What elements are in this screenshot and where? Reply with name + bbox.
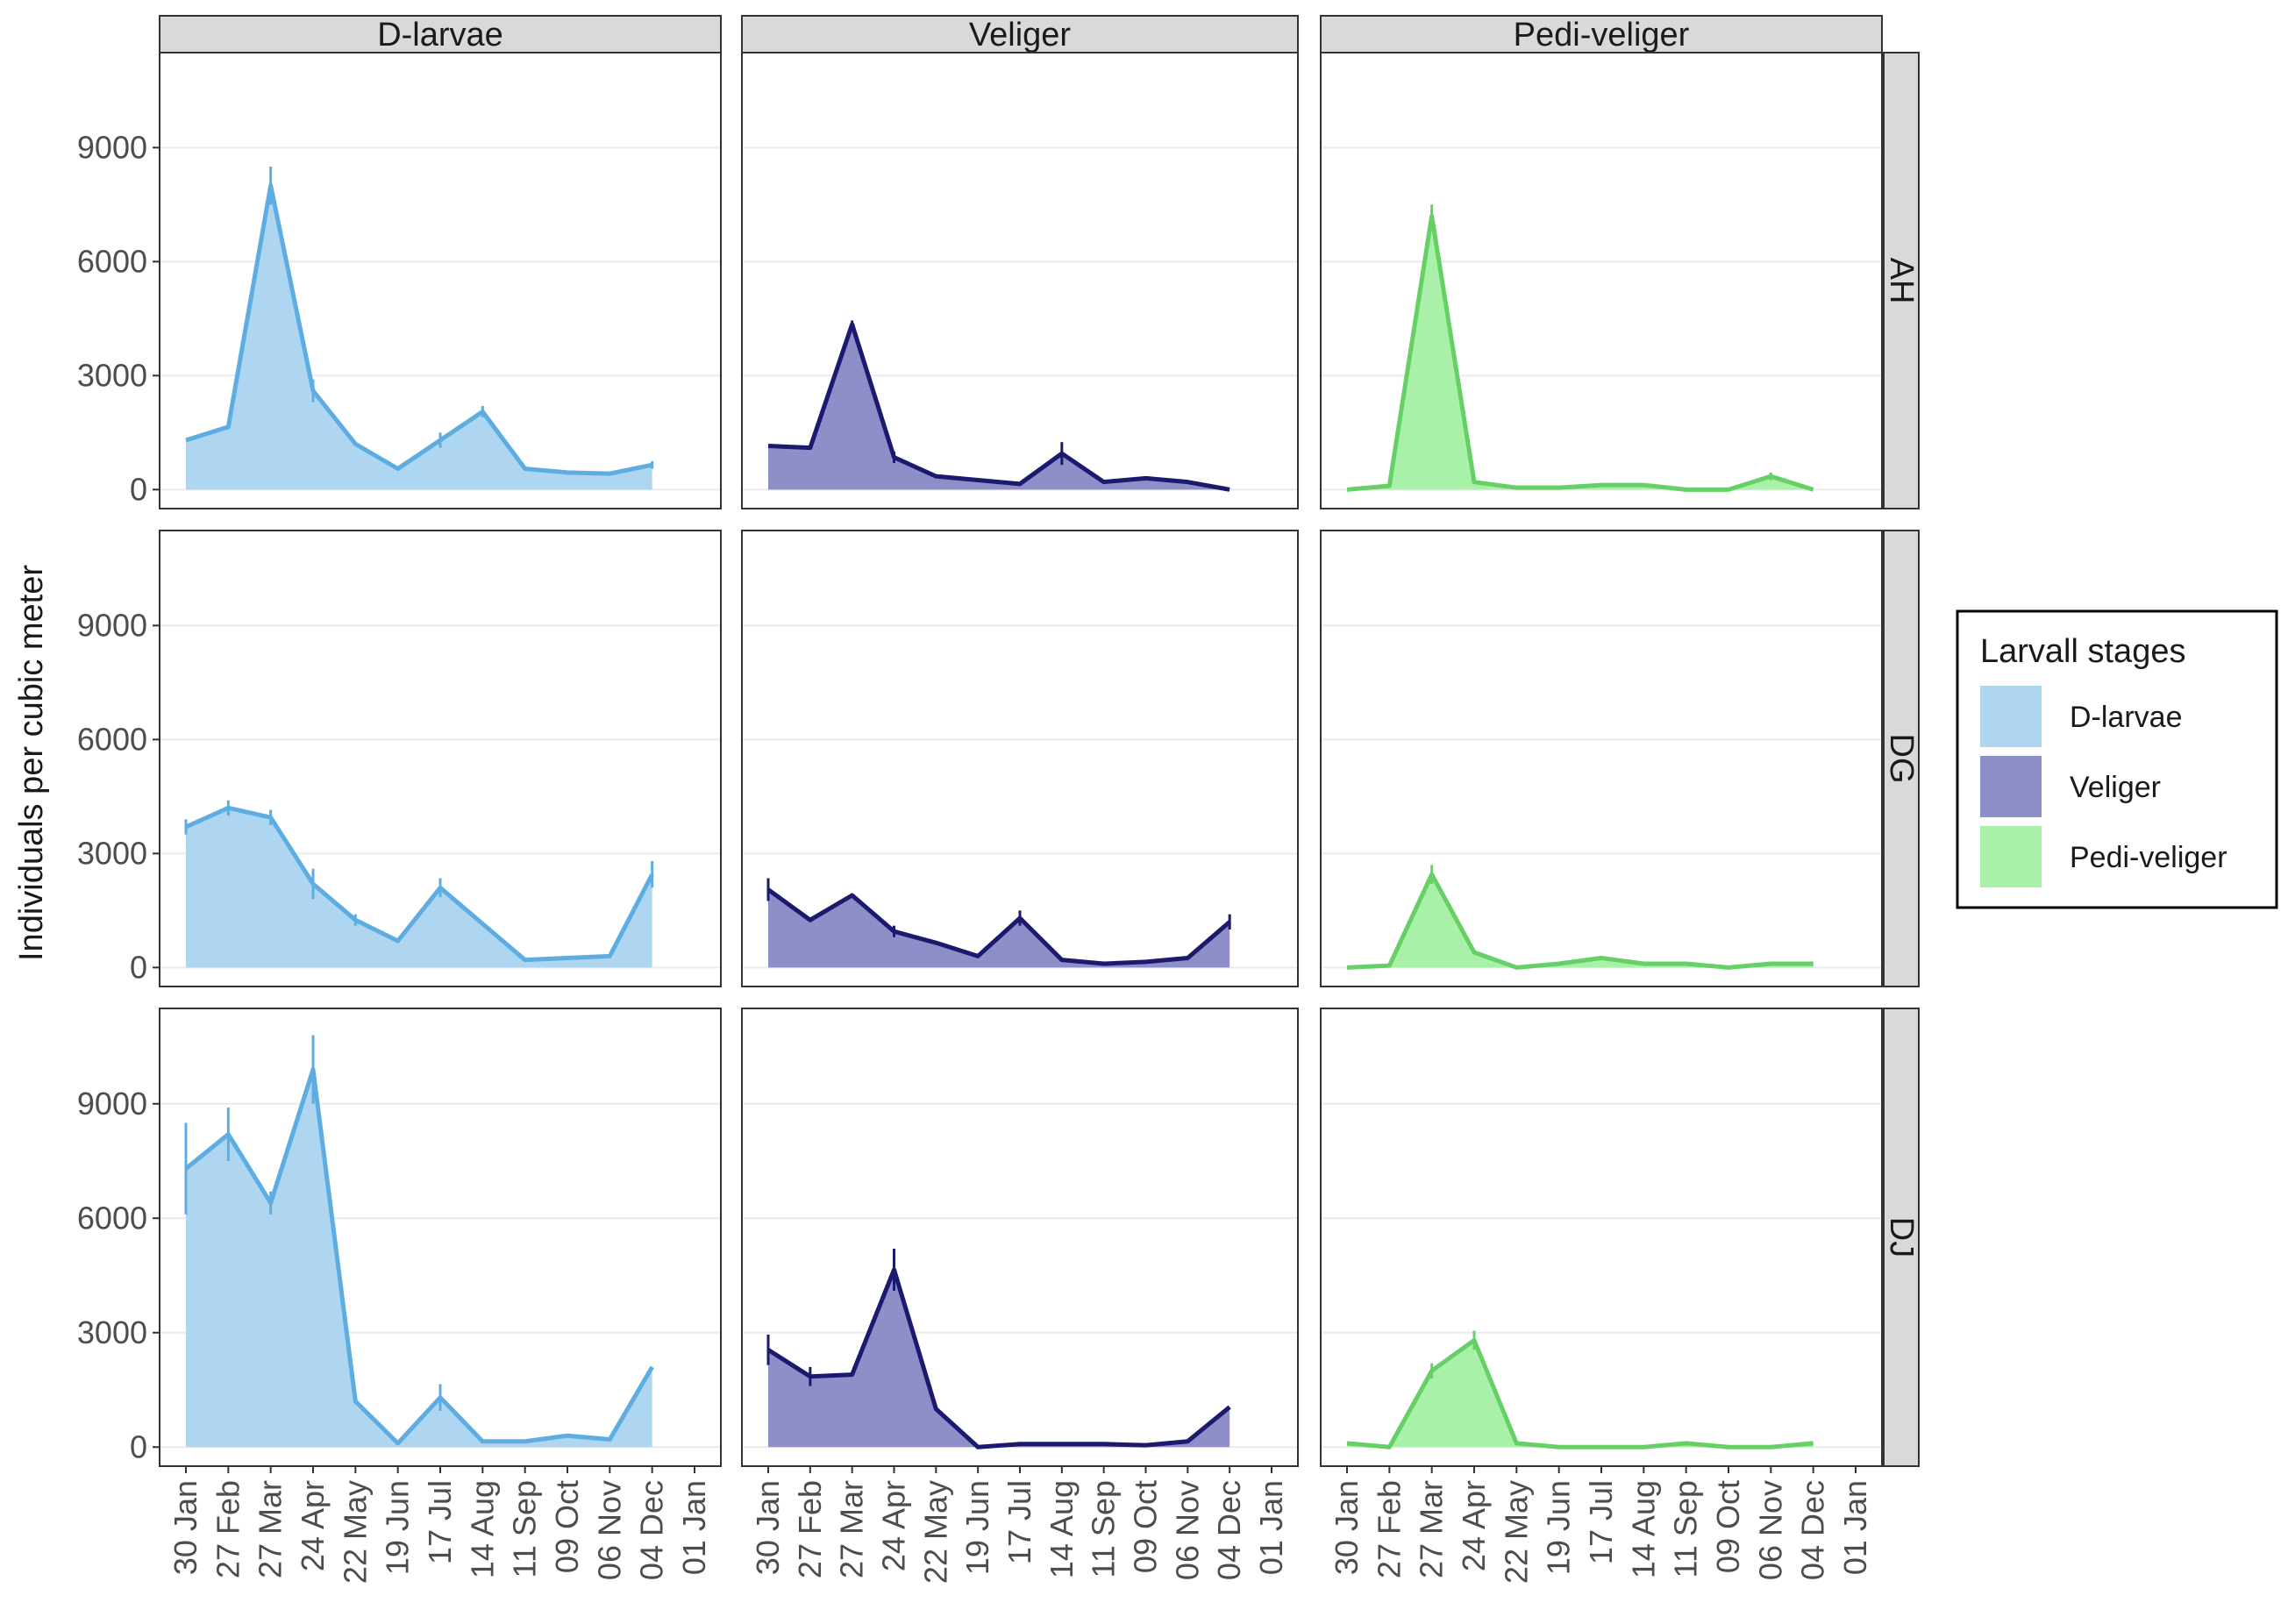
x-tick-label: 24 Apr <box>1456 1480 1492 1571</box>
line-pedi-veliger <box>1346 872 1814 970</box>
x-tick-label: 27 Mar <box>1414 1480 1450 1578</box>
x-tick-label: 27 Feb <box>792 1480 828 1578</box>
area-d-larvae <box>186 808 652 968</box>
y-tick-label: 3000 <box>77 1314 147 1350</box>
x-tick-label: 27 Mar <box>834 1480 870 1578</box>
legend-label: D-larvae <box>2070 701 2182 734</box>
x-tick-label: 22 May <box>1498 1480 1534 1584</box>
legend-swatch-veliger <box>1980 756 2042 817</box>
y-tick-label: 6000 <box>77 721 147 757</box>
x-tick-label: 19 Jun <box>380 1480 416 1575</box>
x-tick-label: 17 Jul <box>422 1480 458 1564</box>
facet-strip-ah <box>1883 52 1920 509</box>
line-d-larvae <box>184 1067 654 1446</box>
line-veliger <box>766 887 1231 966</box>
x-tick-label: 27 Feb <box>210 1480 246 1578</box>
area-veliger <box>768 324 1230 490</box>
panel-border <box>741 530 1299 987</box>
y-tick-label: 0 <box>130 471 147 507</box>
panel-border <box>741 52 1299 509</box>
x-tick-label: 09 Oct <box>1710 1480 1746 1573</box>
area-d-larvae <box>186 1069 652 1448</box>
y-tick-label: 0 <box>130 949 147 985</box>
legend-label: Veliger <box>2070 771 2161 804</box>
x-tick-label: 24 Apr <box>295 1480 331 1571</box>
x-tick-label: 06 Nov <box>591 1480 627 1580</box>
line-veliger <box>767 322 1230 492</box>
line-pedi-veliger <box>1346 213 1814 492</box>
y-tick-label: 6000 <box>77 243 147 279</box>
panel-border <box>1320 530 1883 987</box>
x-tick-label: 04 Dec <box>634 1480 670 1580</box>
legend-swatch-pedi-veliger <box>1980 826 2042 887</box>
y-tick-label: 9000 <box>77 129 147 165</box>
facet-strip-dj <box>1883 1008 1920 1467</box>
area-pedi-veliger <box>1347 1340 1814 1448</box>
x-tick-label: 06 Nov <box>1169 1480 1205 1580</box>
area-d-larvae <box>186 185 652 490</box>
area-veliger <box>768 1269 1230 1448</box>
x-tick-label: 11 Sep <box>1086 1480 1122 1578</box>
x-tick-label: 30 Jan <box>1329 1480 1365 1575</box>
x-tick-label: 01 Jan <box>1253 1480 1289 1575</box>
x-tick-label: 19 Jun <box>1541 1480 1577 1575</box>
x-tick-label: 01 Jan <box>1837 1480 1873 1575</box>
panel-border <box>159 52 722 509</box>
panel-border <box>1320 52 1883 509</box>
line-d-larvae <box>184 805 654 963</box>
x-tick-label: 22 May <box>337 1480 373 1584</box>
legend-swatch-d-larvae <box>1980 686 2042 747</box>
y-tick-label: 6000 <box>77 1200 147 1236</box>
x-tick-label: 11 Sep <box>1668 1480 1704 1578</box>
y-tick-label: 0 <box>130 1428 147 1464</box>
x-tick-label: 30 Jan <box>750 1480 786 1575</box>
x-tick-label: 27 Feb <box>1371 1480 1407 1578</box>
x-tick-label: 22 May <box>917 1480 953 1584</box>
x-tick-label: 27 Mar <box>253 1480 289 1578</box>
x-tick-label: 14 Aug <box>1625 1480 1661 1578</box>
area-veliger <box>768 889 1230 968</box>
y-tick-label: 9000 <box>77 607 147 643</box>
panel-background <box>1321 1008 1882 1466</box>
x-tick-label: 30 Jan <box>167 1480 203 1575</box>
y-tick-label: 3000 <box>77 357 147 393</box>
facet-strip-label: DG <box>1883 734 1920 784</box>
x-tick-label: 17 Jul <box>1001 1480 1037 1564</box>
y-tick-label: 3000 <box>77 835 147 871</box>
legend-label: Pedi-veliger <box>2070 841 2227 874</box>
line-pedi-veliger <box>1346 1337 1814 1449</box>
panel-background <box>1321 531 1882 987</box>
x-tick-label: 17 Jul <box>1583 1480 1619 1564</box>
x-tick-label: 09 Oct <box>1128 1480 1164 1573</box>
facet-strip-veliger <box>741 15 1299 53</box>
x-tick-label: 06 Nov <box>1752 1480 1788 1580</box>
x-tick-label: 04 Dec <box>1211 1480 1247 1580</box>
x-tick-label: 09 Oct <box>549 1480 585 1573</box>
legend-title: Larvall stages <box>1980 633 2185 670</box>
x-tick-label: 01 Jan <box>676 1480 712 1575</box>
x-tick-label: 11 Sep <box>507 1480 543 1578</box>
x-tick-label: 24 Apr <box>876 1480 912 1571</box>
facet-strip-label: Veliger <box>969 17 1072 53</box>
facet-strip-d-larvae <box>159 15 722 53</box>
y-axis-title: Individuals per cubic meter <box>13 565 50 961</box>
line-veliger <box>766 1267 1231 1449</box>
line-d-larvae <box>185 183 653 476</box>
x-tick-label: 19 Jun <box>959 1480 995 1575</box>
area-pedi-veliger <box>1347 874 1814 968</box>
facet-strip-label: D-larvae <box>377 17 503 53</box>
x-tick-label: 14 Aug <box>1044 1480 1080 1578</box>
facet-strip-label: Pedi-veliger <box>1514 17 1690 53</box>
y-tick-label: 9000 <box>77 1086 147 1122</box>
facet-strip-label: AH <box>1883 258 1920 304</box>
facet-strip-label: DJ <box>1883 1217 1920 1257</box>
x-tick-label: 14 Aug <box>464 1480 500 1578</box>
panel-border <box>159 530 722 987</box>
x-tick-label: 04 Dec <box>1795 1480 1831 1580</box>
facet-strip-dg <box>1883 530 1920 987</box>
